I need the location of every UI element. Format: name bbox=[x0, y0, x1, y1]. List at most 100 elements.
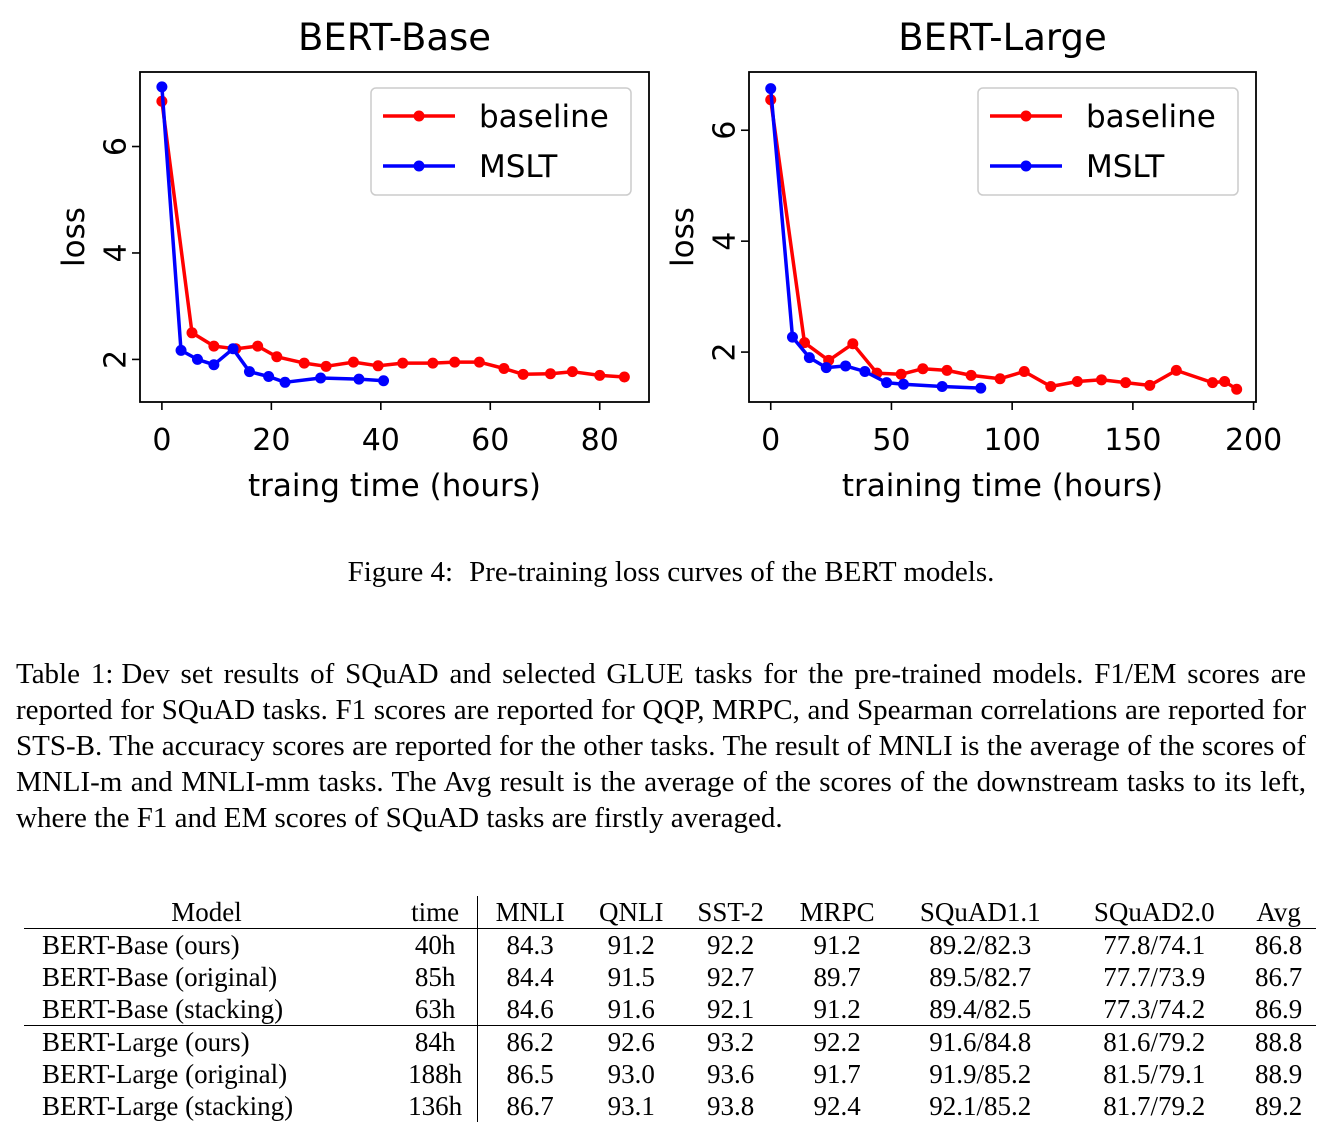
data-point bbox=[1219, 375, 1231, 387]
table-cell: 77.8/74.1 bbox=[1103, 930, 1206, 960]
table-cell: 89.2 bbox=[1255, 1091, 1303, 1121]
y-axis-label: loss bbox=[665, 207, 701, 267]
series-line-MSLT bbox=[160, 86, 384, 385]
data-point bbox=[315, 372, 327, 384]
data-point bbox=[175, 344, 187, 356]
table-header-cell: SQuAD2.0 bbox=[1093, 897, 1215, 927]
table-cell: 92.2 bbox=[706, 930, 755, 960]
x-tick-label: 100 bbox=[984, 423, 1041, 458]
table-cell: 91.2 bbox=[813, 994, 861, 1024]
x-tick-label: 60 bbox=[471, 423, 509, 458]
table-header-cell: SQuAD1.1 bbox=[919, 897, 1041, 927]
x-axis-label: traing time (hours) bbox=[248, 468, 541, 504]
table-cell: 89.4/82.5 bbox=[929, 994, 1032, 1024]
table-cell: 88.8 bbox=[1241, 1025, 1316, 1058]
data-point bbox=[347, 356, 359, 368]
table-header-row: Model time MNLI QNLI SST-2 MRPC SQuAD1.1 SQuAD2… bbox=[24, 896, 1316, 929]
plot-frame bbox=[139, 71, 650, 403]
table-cell: BERT-Large (ours) bbox=[24, 1025, 394, 1058]
table-cell: 84.4 bbox=[506, 962, 554, 992]
y-tick-label: 6 bbox=[99, 137, 134, 156]
table-row: BERT-Large (stacking) 136h 86.7 93.1 93.8 92.… bbox=[24, 1090, 1316, 1122]
table-cell: 86.7 bbox=[1255, 962, 1303, 992]
data-point bbox=[263, 370, 275, 382]
data-point bbox=[320, 360, 332, 372]
legend-marker bbox=[1020, 160, 1032, 172]
figure-caption-label: Figure 4: bbox=[347, 556, 454, 588]
table-cell: 92.6 bbox=[582, 1025, 681, 1058]
table-cell: 40h bbox=[393, 928, 479, 961]
table-cell: 92.1 bbox=[706, 994, 755, 1024]
data-point bbox=[279, 376, 291, 388]
y-tick-label: 2 bbox=[99, 350, 134, 369]
table-cell: 81.6/79.2 bbox=[1067, 1025, 1242, 1058]
data-point bbox=[372, 360, 384, 372]
table-cell: 81.5/79.1 bbox=[1103, 1059, 1206, 1089]
legend-label: MSLT bbox=[1086, 149, 1165, 185]
table-cell: 91.2 bbox=[813, 930, 861, 960]
chart-title: BERT-Large bbox=[898, 16, 1106, 59]
table-cell: 93.1 bbox=[607, 1091, 655, 1121]
x-tick-label: 50 bbox=[872, 423, 910, 458]
table-row: BERT-Base (original) 85h 84.4 91.5 92.7 89.7 8… bbox=[24, 961, 1316, 993]
table-caption-label: Table 1: bbox=[16, 658, 114, 690]
table-header-cell: QNLI bbox=[599, 897, 664, 927]
table-row: BERT-Base (ours) 40h 84.3 91.2 92.2 91.2 89.2/… bbox=[24, 928, 1316, 961]
table-row: BERT-Large (ours) 84h 86.2 92.6 93.2 92.2 91.6… bbox=[24, 1025, 1316, 1058]
data-point bbox=[941, 364, 953, 376]
legend-marker bbox=[1020, 110, 1032, 122]
data-point bbox=[840, 360, 852, 372]
table-cell: 86.9 bbox=[1255, 994, 1303, 1024]
data-point bbox=[898, 378, 910, 390]
table-cell: 91.9/85.2 bbox=[929, 1059, 1032, 1089]
data-point bbox=[252, 340, 264, 352]
table-cell: BERT-Base (ours) bbox=[42, 930, 240, 960]
data-point bbox=[1231, 383, 1243, 395]
table-caption: Table 1: Dev set results of SQuAD and sel… bbox=[16, 656, 1306, 836]
data-point bbox=[397, 357, 409, 369]
data-point bbox=[765, 83, 777, 95]
table-cell: 91.5 bbox=[607, 962, 655, 992]
table-cell: 91.6 bbox=[607, 994, 655, 1024]
table-caption-text: Dev set results of SQuAD and selected GL… bbox=[16, 658, 1306, 834]
table-header-cell: SST-2 bbox=[697, 897, 764, 927]
data-point bbox=[965, 369, 977, 381]
table-cell: BERT-Base (original) bbox=[42, 962, 278, 992]
y-tick-label: 4 bbox=[708, 232, 743, 251]
table-cell: 63h bbox=[393, 993, 479, 1026]
results-table: Model time MNLI QNLI SST-2 MRPC SQuAD1.1 SQuAD2… bbox=[24, 896, 1316, 1122]
data-point bbox=[618, 371, 630, 383]
x-tick-label: 200 bbox=[1225, 423, 1282, 458]
table-cell: 92.4 bbox=[813, 1091, 861, 1121]
table-cell: 77.7/73.9 bbox=[1103, 962, 1206, 992]
data-point bbox=[1120, 377, 1132, 389]
data-point bbox=[881, 377, 893, 389]
table-cell: 92.7 bbox=[706, 962, 755, 992]
table-cell: 81.7/79.2 bbox=[1103, 1091, 1206, 1121]
figure-caption: Figure 4: Pre-training loss curves of the… bbox=[0, 556, 1342, 589]
data-point bbox=[156, 81, 168, 93]
table-cell: 136h bbox=[393, 1090, 479, 1122]
table-cell: 91.7 bbox=[813, 1059, 861, 1089]
table-header-cell: MNLI bbox=[495, 897, 565, 927]
data-point bbox=[271, 351, 283, 363]
data-point bbox=[1071, 375, 1083, 387]
data-point bbox=[1045, 380, 1057, 392]
data-point bbox=[473, 356, 485, 368]
x-tick-label: 20 bbox=[252, 423, 290, 458]
legend-marker bbox=[413, 160, 425, 172]
data-point bbox=[820, 362, 832, 374]
table-row: BERT-Large (original) 188h 86.5 93.0 93.6 91.… bbox=[24, 1058, 1316, 1090]
table-cell: 85h bbox=[393, 961, 479, 993]
data-point bbox=[1095, 374, 1107, 386]
data-point bbox=[859, 365, 871, 377]
data-point bbox=[895, 368, 907, 380]
data-point bbox=[975, 382, 987, 394]
data-point bbox=[227, 343, 239, 355]
table-cell: 91.6/84.8 bbox=[893, 1025, 1068, 1058]
plot-frame bbox=[748, 71, 1257, 403]
data-point bbox=[936, 380, 948, 392]
table-cell: 92.2 bbox=[780, 1025, 894, 1058]
data-point bbox=[208, 359, 220, 371]
